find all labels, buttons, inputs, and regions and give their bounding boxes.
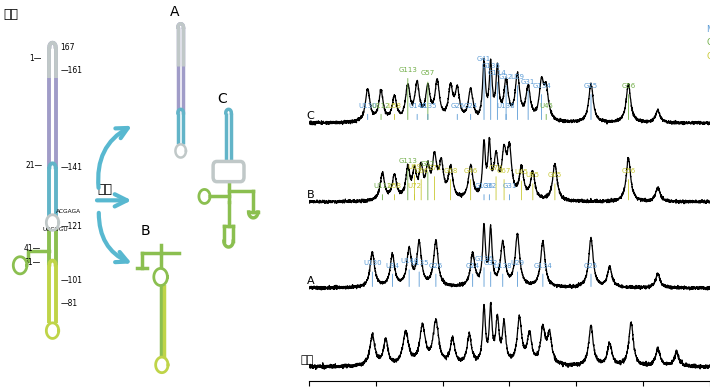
Text: U130: U130: [363, 260, 382, 287]
Text: 分割: 分割: [97, 182, 112, 196]
Text: U112: U112: [373, 183, 392, 200]
Text: G114: G114: [488, 70, 507, 119]
Text: —121: —121: [60, 222, 82, 231]
Text: B: B: [307, 190, 315, 200]
Text: G136: G136: [474, 256, 493, 287]
Text: 全長: 全長: [4, 7, 18, 21]
Text: —81: —81: [60, 299, 77, 308]
Text: 1—: 1—: [29, 54, 42, 63]
Text: C: C: [307, 111, 315, 121]
Text: G113: G113: [398, 158, 417, 200]
Text: G68: G68: [444, 168, 458, 200]
Text: G25: G25: [584, 263, 598, 287]
Text: U138: U138: [497, 103, 515, 119]
Text: G56: G56: [621, 83, 635, 119]
Text: G25: G25: [584, 83, 598, 119]
Text: G57: G57: [421, 161, 435, 200]
Text: G41: G41: [477, 56, 491, 119]
Text: U66: U66: [414, 168, 428, 200]
Text: ACGAGA: ACGAGA: [56, 209, 82, 214]
Text: G24: G24: [464, 103, 478, 119]
Text: G113: G113: [398, 67, 417, 119]
Polygon shape: [199, 189, 210, 203]
Text: 21—: 21—: [26, 161, 43, 170]
Text: A: A: [170, 5, 180, 19]
Text: U135: U135: [410, 260, 428, 287]
Text: G26: G26: [429, 263, 443, 287]
Text: U140: U140: [408, 103, 427, 119]
Text: C1 domain: C1 domain: [706, 52, 710, 61]
Text: G65: G65: [547, 172, 562, 200]
Text: U45: U45: [540, 103, 553, 119]
Text: U58: U58: [388, 183, 401, 200]
Text: U29: U29: [510, 74, 525, 119]
Polygon shape: [154, 268, 168, 286]
Text: U130: U130: [359, 103, 377, 119]
Text: U29: U29: [510, 260, 525, 287]
Text: U69: U69: [408, 164, 422, 200]
Text: G67: G67: [497, 168, 511, 200]
Polygon shape: [46, 215, 59, 230]
Text: G32: G32: [482, 183, 496, 200]
Text: U85: U85: [526, 172, 540, 200]
Text: G134: G134: [533, 263, 552, 287]
Text: U34: U34: [386, 263, 400, 287]
Text: G136: G136: [474, 183, 493, 200]
Text: G32: G32: [484, 260, 498, 287]
Text: —141: —141: [60, 163, 82, 172]
Polygon shape: [13, 257, 27, 274]
Text: U138: U138: [493, 263, 512, 287]
Text: G32: G32: [499, 74, 513, 119]
Text: G56: G56: [621, 168, 635, 200]
Text: U45: U45: [515, 170, 528, 200]
Text: G24: G24: [466, 263, 480, 287]
Text: G57: G57: [421, 70, 435, 119]
Text: M domain: M domain: [706, 25, 710, 33]
Polygon shape: [155, 357, 168, 373]
Text: G46: G46: [464, 168, 478, 200]
Text: G134: G134: [532, 83, 551, 119]
Text: U72: U72: [408, 183, 422, 200]
Text: 167: 167: [60, 43, 75, 52]
Text: A: A: [307, 276, 315, 286]
Text: C: C: [218, 92, 227, 106]
Text: 全長: 全長: [301, 355, 315, 365]
Text: G25: G25: [450, 103, 464, 119]
Text: UCCUGU: UCCUGU: [43, 228, 68, 233]
Text: C2 domain: C2 domain: [706, 38, 710, 47]
FancyBboxPatch shape: [213, 161, 244, 182]
Text: G31: G31: [521, 79, 535, 119]
Text: G31: G31: [502, 183, 517, 200]
Text: U135: U135: [419, 103, 437, 119]
Text: 61—: 61—: [23, 258, 40, 267]
Text: G71: G71: [427, 165, 442, 200]
Text: U140: U140: [400, 258, 418, 287]
Text: U112: U112: [372, 103, 391, 119]
Polygon shape: [175, 144, 186, 158]
Text: —161: —161: [60, 65, 82, 75]
Text: —101: —101: [60, 275, 82, 285]
Text: 41—: 41—: [23, 244, 40, 254]
Text: B: B: [141, 224, 150, 238]
Text: G70: G70: [489, 165, 503, 200]
Text: U58: U58: [388, 103, 401, 119]
Text: G136: G136: [481, 63, 500, 119]
Polygon shape: [46, 323, 59, 338]
